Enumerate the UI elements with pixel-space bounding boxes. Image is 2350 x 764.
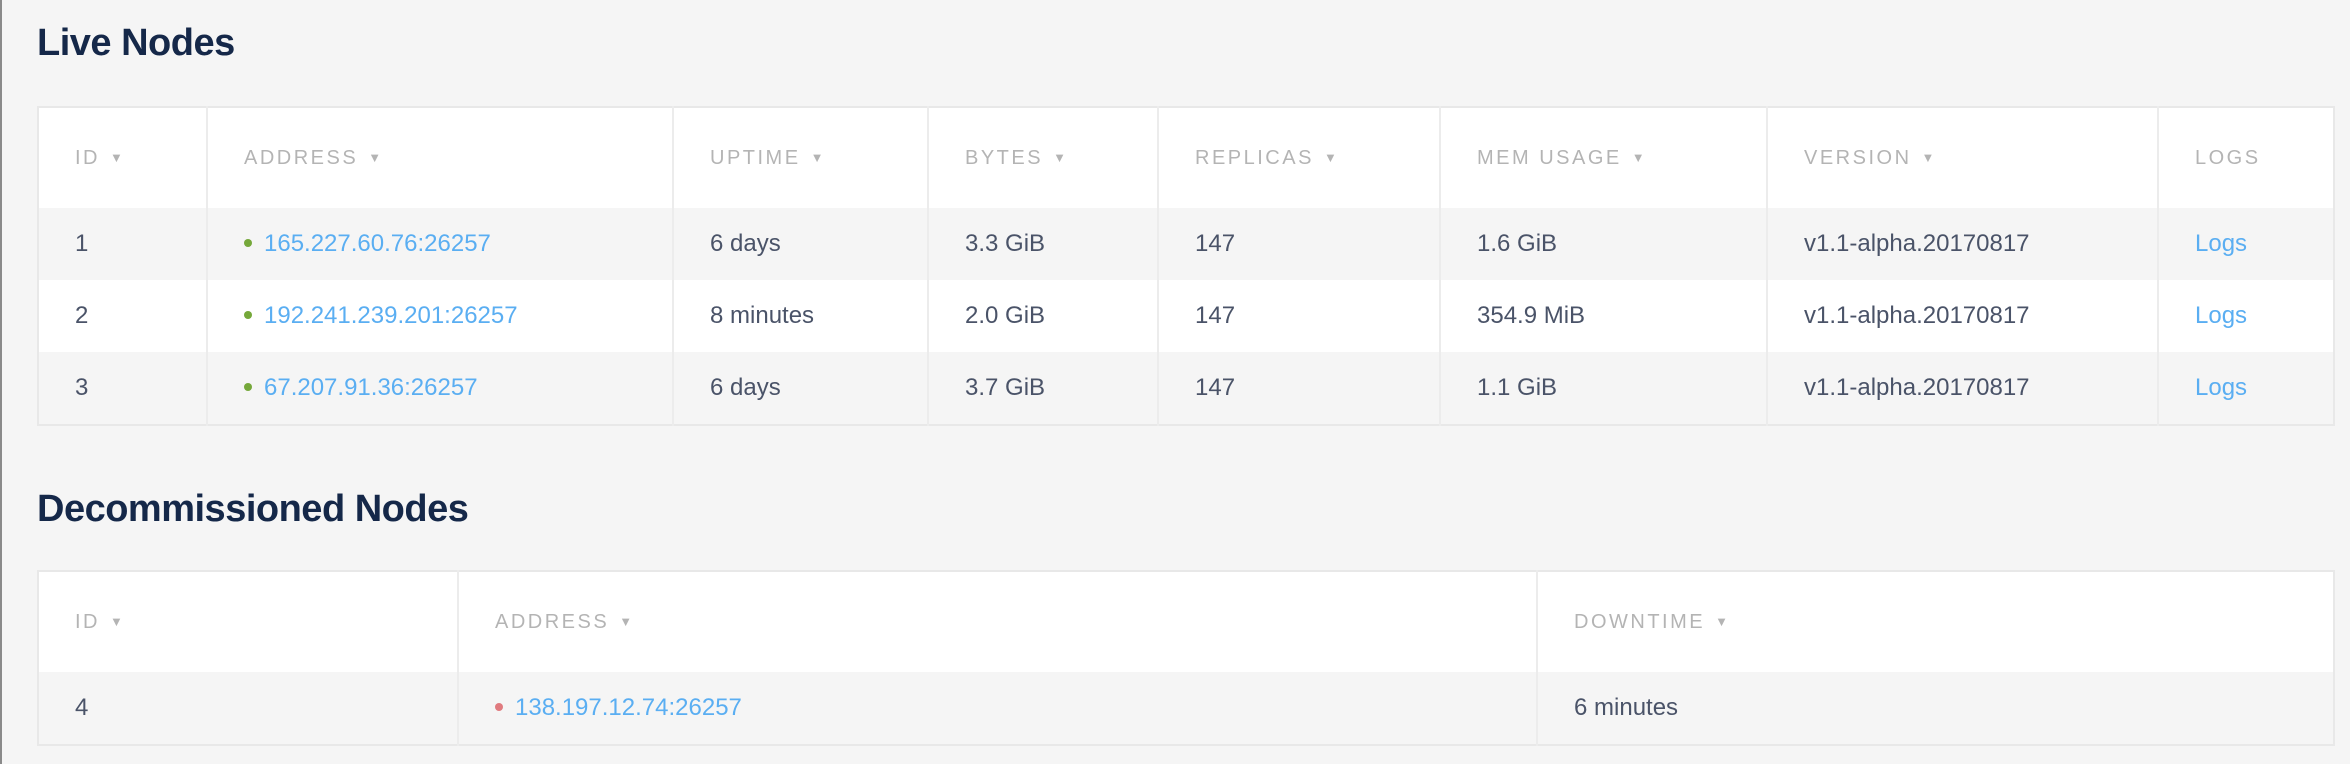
- column-label: UPTIME: [710, 146, 801, 169]
- uptime-value: 6 days: [710, 374, 781, 401]
- column-header-id[interactable]: ID ▼: [38, 107, 207, 208]
- cell-mem: 1.6 GiB: [1439, 208, 1767, 280]
- cell-version: v1.1-alpha.20170817: [1766, 280, 2158, 352]
- status-dot-icon: [244, 383, 252, 391]
- bytes-value: 3.3 GiB: [965, 230, 1046, 257]
- column-label: REPLICAS: [1195, 146, 1314, 169]
- table-row: 4 138.197.12.74:26257 6 minutes: [38, 672, 2334, 745]
- node-address-link[interactable]: 192.241.239.201:26257: [264, 302, 518, 329]
- sort-arrow-icon[interactable]: ▼: [1715, 613, 1728, 629]
- uptime-value: 6 days: [710, 230, 781, 257]
- status-dot-icon: [244, 239, 252, 247]
- cell-uptime: 8 minutes: [672, 280, 928, 352]
- sort-arrow-icon[interactable]: ▼: [1921, 149, 1935, 165]
- sort-arrow-icon[interactable]: ▼: [110, 613, 123, 629]
- column-header-address[interactable]: ADDRESS ▼: [206, 107, 673, 208]
- sort-arrow-icon[interactable]: ▼: [1053, 149, 1066, 165]
- sort-arrow-icon[interactable]: ▼: [1323, 149, 1337, 165]
- id-value: 1: [75, 230, 89, 257]
- logs-link[interactable]: Logs: [2195, 302, 2248, 329]
- node-address-link[interactable]: 138.197.12.74:26257: [515, 694, 742, 721]
- cell-uptime: 6 days: [672, 208, 928, 280]
- column-header-replicas[interactable]: REPLICAS ▼: [1157, 107, 1440, 208]
- column-label: MEM USAGE: [1477, 146, 1622, 169]
- node-address-link[interactable]: 67.207.91.36:26257: [264, 374, 478, 401]
- cell-logs: Logs: [2157, 352, 2334, 425]
- cell-version: v1.1-alpha.20170817: [1766, 208, 2158, 280]
- downtime-value: 6 minutes: [1574, 694, 1679, 721]
- live-nodes-title: Live Nodes: [37, 22, 235, 64]
- column-header-logs: LOGS: [2157, 107, 2334, 208]
- replicas-value: 147: [1195, 230, 1236, 257]
- column-label: ID: [75, 146, 100, 169]
- column-header-version[interactable]: VERSION ▼: [1766, 107, 2158, 208]
- cell-address: 67.207.91.36:26257: [206, 352, 673, 425]
- sort-arrow-icon[interactable]: ▼: [619, 613, 633, 629]
- column-label: VERSION: [1804, 146, 1912, 169]
- decommissioned-nodes-table: ID ▼ ADDRESS ▼ DOWNTIME ▼ 4 138.197.12.74:2625…: [37, 570, 2335, 746]
- sort-arrow-icon[interactable]: ▼: [110, 149, 123, 165]
- status-dot-icon: [495, 703, 503, 711]
- column-header-bytes[interactable]: BYTES ▼: [927, 107, 1158, 208]
- mem-value: 1.1 GiB: [1477, 374, 1558, 401]
- window-edge: [0, 0, 2, 764]
- id-value: 3: [75, 374, 89, 401]
- column-label: DOWNTIME: [1574, 610, 1706, 633]
- logs-link[interactable]: Logs: [2195, 230, 2248, 257]
- logs-link[interactable]: Logs: [2195, 374, 2248, 401]
- cell-id: 2: [38, 280, 207, 352]
- table-row: 1 165.227.60.76:26257 6 days 3.3 GiB 147 1.6 …: [38, 208, 2334, 280]
- column-header-uptime[interactable]: UPTIME ▼: [672, 107, 928, 208]
- cell-replicas: 147: [1157, 280, 1440, 352]
- version-value: v1.1-alpha.20170817: [1804, 302, 2030, 329]
- cell-address: 192.241.239.201:26257: [206, 280, 673, 352]
- cell-downtime: 6 minutes: [1536, 672, 2334, 745]
- cell-id: 3: [38, 352, 207, 425]
- mem-value: 354.9 MiB: [1477, 302, 1586, 329]
- cell-id: 4: [38, 672, 458, 745]
- column-label: BYTES: [965, 146, 1044, 169]
- column-label: ADDRESS: [244, 146, 359, 169]
- column-label: LOGS: [2195, 146, 2261, 169]
- cell-bytes: 2.0 GiB: [927, 280, 1158, 352]
- sort-arrow-icon[interactable]: ▼: [810, 149, 824, 165]
- cell-replicas: 147: [1157, 352, 1440, 425]
- replicas-value: 147: [1195, 374, 1236, 401]
- cell-bytes: 3.3 GiB: [927, 208, 1158, 280]
- column-label: ADDRESS: [495, 610, 610, 633]
- id-value: 2: [75, 302, 89, 329]
- bytes-value: 3.7 GiB: [965, 374, 1046, 401]
- column-header-downtime[interactable]: DOWNTIME ▼: [1536, 571, 2334, 672]
- uptime-value: 8 minutes: [710, 302, 815, 329]
- column-header-id[interactable]: ID ▼: [38, 571, 458, 672]
- status-dot-icon: [244, 311, 252, 319]
- version-value: v1.1-alpha.20170817: [1804, 374, 2030, 401]
- table-row: 3 67.207.91.36:26257 6 days 3.7 GiB 147 1.1 G…: [38, 352, 2334, 425]
- cell-logs: Logs: [2157, 208, 2334, 280]
- replicas-value: 147: [1195, 302, 1236, 329]
- mem-value: 1.6 GiB: [1477, 230, 1558, 257]
- cell-logs: Logs: [2157, 280, 2334, 352]
- sort-arrow-icon[interactable]: ▼: [368, 149, 382, 165]
- cell-mem: 1.1 GiB: [1439, 352, 1767, 425]
- version-value: v1.1-alpha.20170817: [1804, 230, 2030, 257]
- id-value: 4: [75, 694, 89, 721]
- cell-id: 1: [38, 208, 207, 280]
- cell-replicas: 147: [1157, 208, 1440, 280]
- node-address-link[interactable]: 165.227.60.76:26257: [264, 230, 491, 257]
- cell-mem: 354.9 MiB: [1439, 280, 1767, 352]
- cell-version: v1.1-alpha.20170817: [1766, 352, 2158, 425]
- table-row: 2 192.241.239.201:26257 8 minutes 2.0 GiB 14…: [38, 280, 2334, 352]
- decommissioned-nodes-title: Decommissioned Nodes: [37, 488, 469, 530]
- cell-uptime: 6 days: [672, 352, 928, 425]
- cell-address: 138.197.12.74:26257: [457, 672, 1537, 745]
- bytes-value: 2.0 GiB: [965, 302, 1046, 329]
- cell-bytes: 3.7 GiB: [927, 352, 1158, 425]
- column-label: ID: [75, 610, 100, 633]
- sort-arrow-icon[interactable]: ▼: [1631, 149, 1645, 165]
- live-nodes-table: ID ▼ ADDRESS ▼ UPTIME ▼ BYTES ▼ REPLICAS ▼ MEM USA…: [37, 106, 2335, 426]
- column-header-mem-usage[interactable]: MEM USAGE ▼: [1439, 107, 1767, 208]
- column-header-address[interactable]: ADDRESS ▼: [457, 571, 1537, 672]
- cell-address: 165.227.60.76:26257: [206, 208, 673, 280]
